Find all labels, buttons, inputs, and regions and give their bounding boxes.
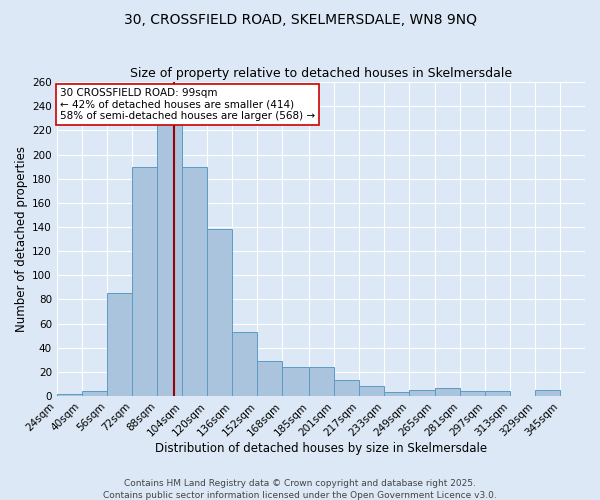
Text: 30, CROSSFIELD ROAD, SKELMERSDALE, WN8 9NQ: 30, CROSSFIELD ROAD, SKELMERSDALE, WN8 9… — [124, 12, 476, 26]
Bar — [107, 294, 132, 396]
Bar — [283, 367, 309, 396]
Bar — [535, 390, 560, 396]
Text: Contains HM Land Registry data © Crown copyright and database right 2025.
Contai: Contains HM Land Registry data © Crown c… — [103, 478, 497, 500]
Bar — [309, 367, 334, 396]
Bar — [409, 390, 434, 396]
Bar — [485, 392, 510, 396]
Bar — [132, 166, 157, 396]
Bar — [82, 392, 107, 396]
Text: 30 CROSSFIELD ROAD: 99sqm
← 42% of detached houses are smaller (414)
58% of semi: 30 CROSSFIELD ROAD: 99sqm ← 42% of detac… — [60, 88, 315, 122]
Bar — [460, 392, 485, 396]
Bar — [334, 380, 359, 396]
Bar — [207, 230, 232, 396]
Bar — [157, 100, 182, 396]
Bar — [182, 166, 207, 396]
X-axis label: Distribution of detached houses by size in Skelmersdale: Distribution of detached houses by size … — [155, 442, 487, 455]
Bar — [359, 386, 385, 396]
Bar — [57, 394, 82, 396]
Y-axis label: Number of detached properties: Number of detached properties — [15, 146, 28, 332]
Bar — [385, 392, 409, 396]
Bar — [434, 388, 460, 396]
Bar — [232, 332, 257, 396]
Title: Size of property relative to detached houses in Skelmersdale: Size of property relative to detached ho… — [130, 66, 512, 80]
Bar — [257, 361, 283, 396]
